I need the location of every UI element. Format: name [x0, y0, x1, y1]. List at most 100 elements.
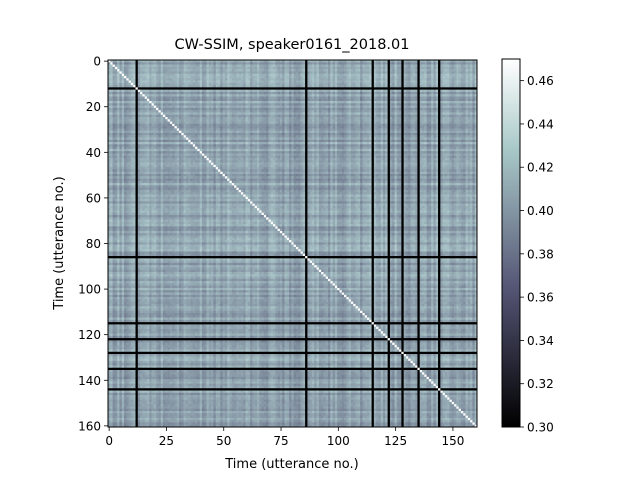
heatmap-cell — [130, 98, 134, 102]
heatmap-cell — [332, 98, 336, 102]
heatmap-cell — [218, 78, 221, 81]
heatmap-cell — [421, 103, 425, 106]
heatmap-cell — [238, 114, 242, 118]
heatmap-cell — [213, 103, 217, 106]
heatmap-cell — [149, 98, 152, 102]
heatmap-cell — [339, 94, 343, 97]
heatmap-cell — [298, 64, 301, 68]
heatmap-cell — [350, 126, 354, 129]
heatmap-cell — [133, 80, 136, 84]
heatmap-cell — [456, 66, 460, 70]
heatmap-cell — [309, 98, 313, 102]
heatmap-cell — [211, 94, 214, 97]
heatmap-cell — [444, 75, 448, 79]
heatmap-cell — [156, 71, 159, 75]
heatmap-cell — [110, 121, 113, 125]
heatmap-cell — [328, 112, 331, 116]
heatmap-cell — [328, 116, 331, 120]
heatmap-cell — [440, 75, 443, 79]
heatmap-cell — [467, 105, 471, 109]
heatmap-cell — [156, 128, 159, 132]
heatmap-cell — [325, 69, 329, 72]
heatmap-cell — [195, 69, 198, 72]
heatmap-cell — [337, 75, 340, 79]
heatmap-cell — [405, 64, 409, 68]
heatmap-cell — [231, 87, 235, 90]
heatmap-cell — [169, 119, 173, 122]
heatmap-cell — [195, 105, 198, 109]
heatmap-cell — [394, 121, 398, 125]
heatmap-cell — [112, 114, 116, 118]
heatmap-cell — [424, 91, 427, 95]
heatmap-cell — [167, 128, 171, 132]
heatmap-cell — [263, 123, 267, 127]
heatmap-cell — [243, 78, 246, 81]
heatmap-cell — [330, 71, 333, 75]
heatmap-cell — [346, 101, 349, 104]
heatmap-cell — [314, 71, 317, 75]
heatmap-cell — [444, 105, 448, 109]
heatmap-cell — [126, 89, 129, 93]
heatmap-cell — [454, 105, 457, 109]
heatmap-cell — [179, 101, 182, 104]
heatmap-cell — [142, 101, 146, 104]
heatmap-cell — [229, 110, 233, 113]
heatmap-cell — [277, 101, 281, 104]
heatmap-cell — [137, 105, 141, 109]
heatmap-cell — [174, 114, 178, 118]
heatmap-cell — [291, 87, 294, 90]
heatmap-cell — [197, 75, 201, 79]
heatmap-cell — [112, 64, 116, 68]
heatmap-cell — [250, 107, 253, 111]
heatmap-cell — [421, 126, 425, 129]
heatmap-cell — [256, 87, 260, 90]
heatmap-cell — [337, 66, 340, 70]
heatmap-cell — [234, 103, 237, 106]
heatmap-cell — [399, 75, 402, 79]
heatmap-cell — [119, 107, 123, 111]
heatmap-cell — [405, 87, 409, 90]
heatmap-cell — [465, 75, 469, 79]
heatmap-cell — [121, 78, 125, 81]
heatmap-cell — [229, 119, 233, 122]
heatmap-cell — [231, 82, 235, 86]
heatmap-cell — [424, 123, 427, 127]
heatmap-cell — [350, 128, 354, 132]
heatmap-cell — [144, 60, 148, 63]
heatmap-cell — [371, 103, 375, 106]
heatmap-cell — [114, 73, 118, 77]
heatmap-cell — [130, 69, 134, 72]
heatmap-cell — [243, 114, 246, 118]
heatmap-cell — [399, 101, 402, 104]
heatmap-cell — [364, 96, 368, 100]
heatmap-cell — [350, 107, 354, 111]
heatmap-cell — [399, 105, 402, 109]
heatmap-cell — [325, 128, 329, 132]
heatmap-cell — [401, 82, 405, 86]
heatmap-cell — [435, 87, 439, 90]
heatmap-cell — [389, 114, 393, 118]
heatmap-cell — [318, 121, 322, 125]
heatmap-cell — [270, 73, 274, 77]
heatmap-cell — [328, 101, 331, 104]
heatmap-cell — [114, 128, 118, 132]
heatmap-cell — [195, 85, 198, 88]
heatmap-cell — [350, 73, 354, 77]
heatmap-cell — [460, 110, 464, 113]
heatmap-cell — [268, 119, 272, 122]
heatmap-cell — [158, 60, 162, 63]
heatmap-cell — [256, 107, 260, 111]
heatmap-cell — [185, 80, 189, 84]
heatmap-cell — [252, 103, 256, 106]
heatmap-cell — [227, 114, 230, 118]
heatmap-cell — [284, 80, 288, 84]
heatmap-cell — [438, 69, 441, 72]
heatmap-cell — [282, 121, 285, 125]
heatmap-cell — [108, 121, 111, 125]
heatmap-cell — [348, 98, 352, 102]
heatmap-cell — [293, 94, 297, 97]
heatmap-cell — [300, 69, 304, 72]
heatmap-cell — [204, 60, 207, 63]
heatmap-cell — [153, 96, 157, 100]
heatmap-cell — [357, 119, 361, 122]
